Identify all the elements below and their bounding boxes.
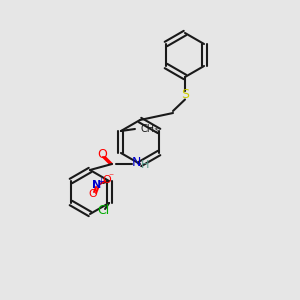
Text: N: N bbox=[131, 157, 141, 169]
Text: N: N bbox=[92, 180, 102, 190]
Text: Cl: Cl bbox=[97, 205, 109, 218]
Text: O: O bbox=[89, 189, 98, 199]
Text: +: + bbox=[98, 176, 104, 185]
Text: O: O bbox=[103, 175, 111, 185]
Text: CH₃: CH₃ bbox=[141, 124, 159, 134]
Text: ⁻: ⁻ bbox=[109, 172, 114, 182]
Text: H: H bbox=[141, 160, 149, 170]
Text: S: S bbox=[181, 88, 189, 101]
Text: O: O bbox=[97, 148, 107, 160]
